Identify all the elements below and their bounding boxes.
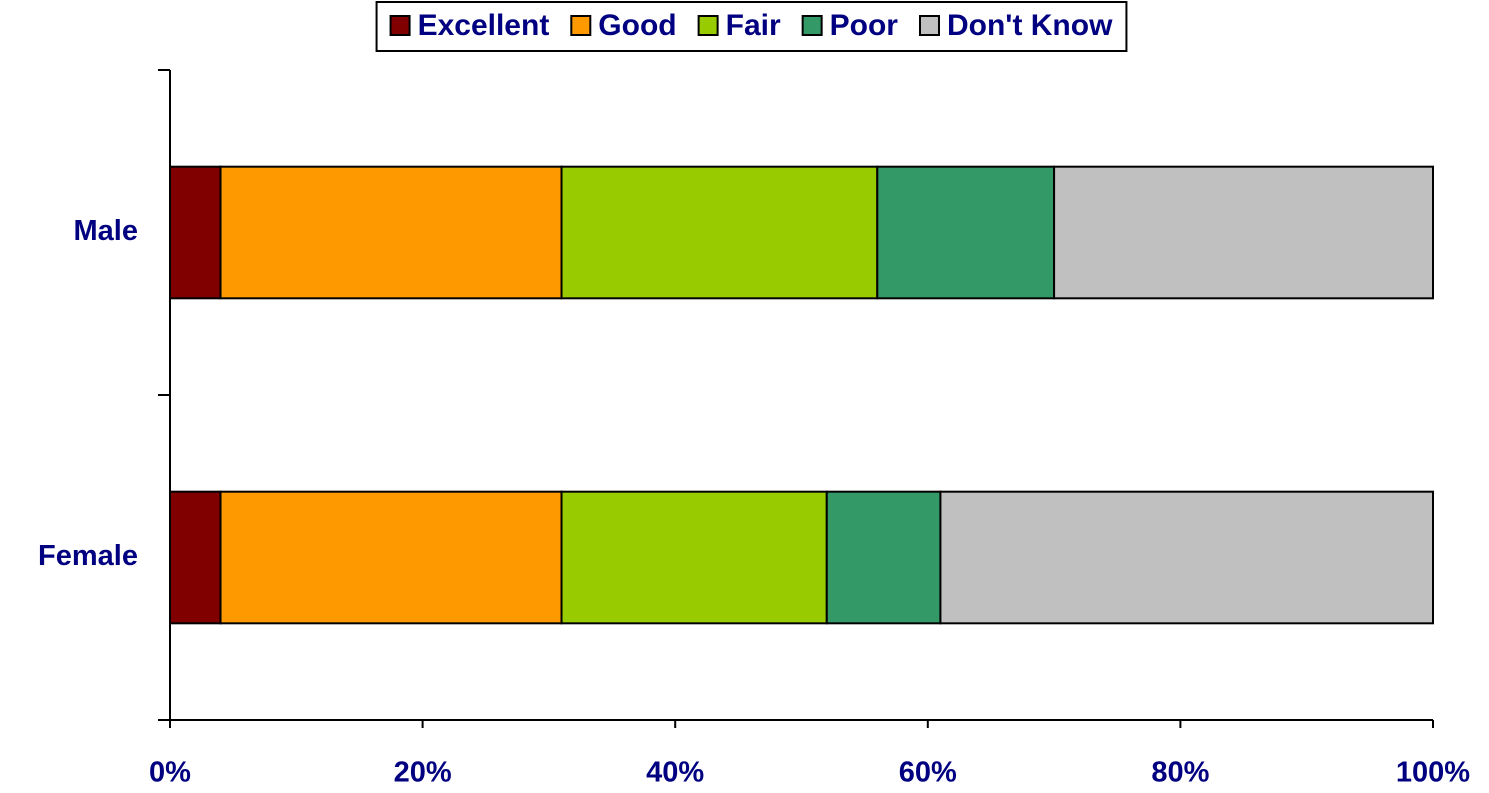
legend-label: Poor	[830, 9, 899, 42]
bar-segment	[876, 165, 1056, 300]
bar-segment	[169, 165, 222, 300]
bar-segment	[219, 165, 563, 300]
legend-swatch	[918, 15, 940, 36]
legend-swatch	[389, 15, 411, 36]
x-tick-label: 0%	[149, 757, 191, 789]
legend-label: Good	[598, 9, 676, 42]
x-tick-label: 60%	[899, 757, 957, 789]
bar-segment	[939, 490, 1434, 625]
legend-label: Don't Know	[947, 9, 1113, 42]
legend-label: Excellent	[418, 9, 550, 42]
category-label: Female	[38, 540, 138, 572]
bar-segment	[560, 165, 879, 300]
legend: Excellent Good Fair Poor Don't Know	[375, 1, 1128, 52]
bar-segment	[560, 490, 828, 625]
bar-segment	[219, 490, 563, 625]
bar-segment	[1053, 165, 1434, 300]
legend-box	[375, 1, 1128, 52]
bar-segment	[825, 490, 942, 625]
x-tick-label: 20%	[394, 757, 452, 789]
legend-swatch	[801, 15, 823, 36]
legend-swatch	[570, 15, 592, 36]
x-tick-label: 80%	[1151, 757, 1209, 789]
category-label: Male	[74, 215, 138, 247]
legend-label: Fair	[726, 9, 781, 42]
x-tick-label: 40%	[646, 757, 704, 789]
legend-swatch	[697, 15, 719, 36]
bar-segment	[169, 490, 222, 625]
x-tick-label: 100%	[1396, 757, 1470, 789]
